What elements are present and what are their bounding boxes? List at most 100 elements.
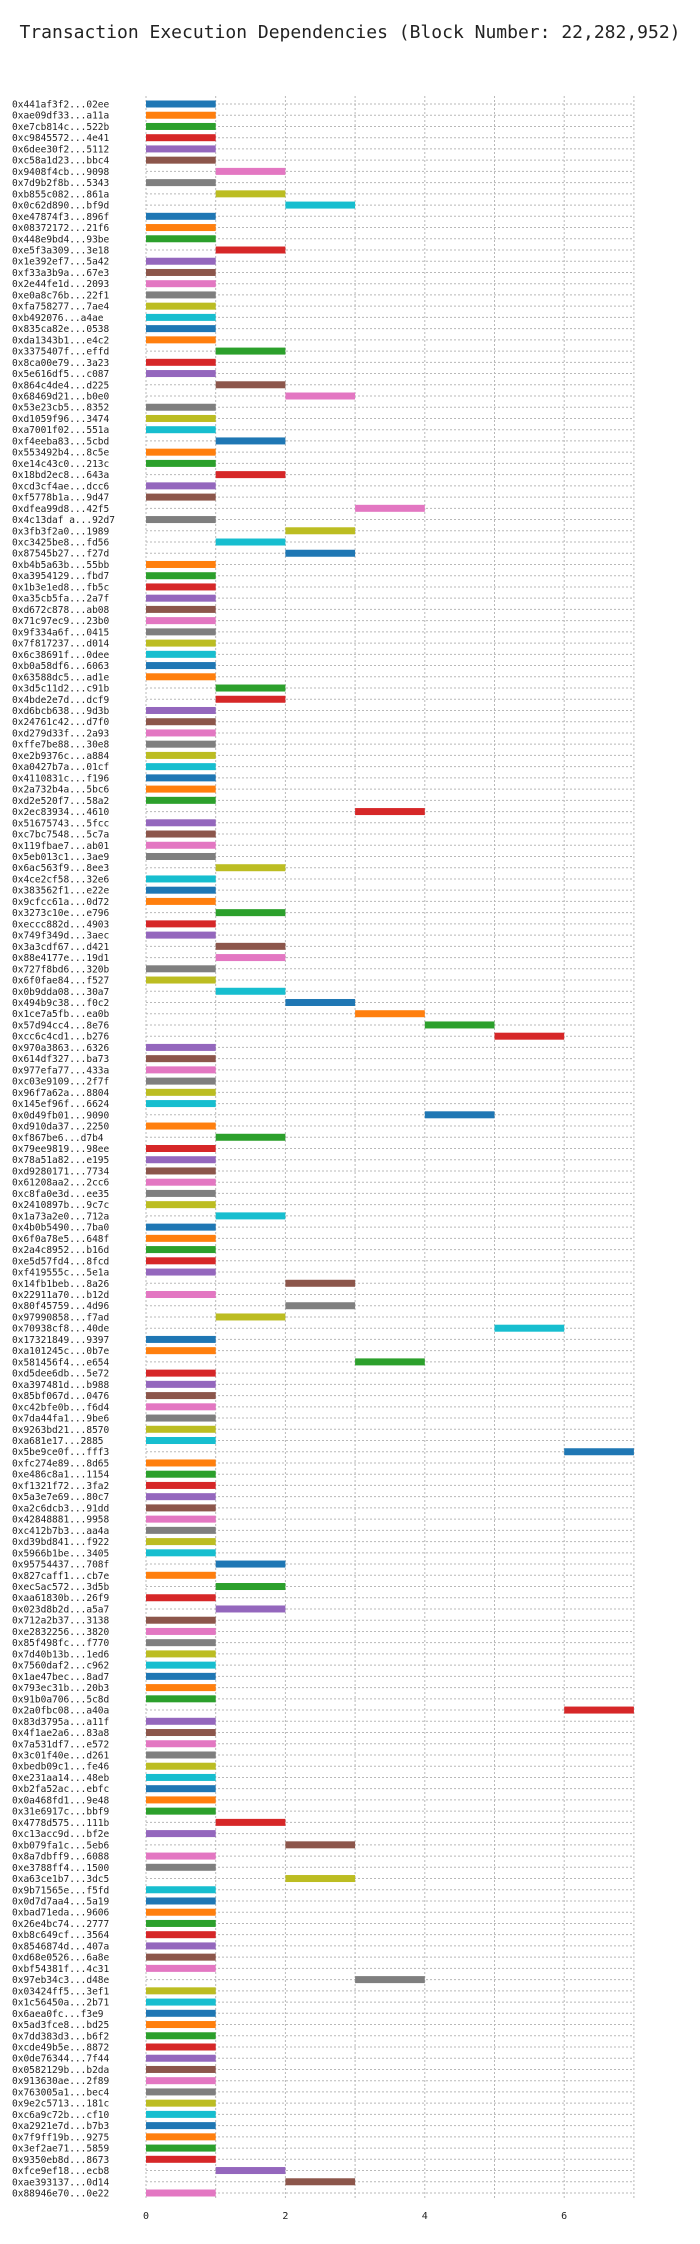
y-tick-label: 0x145ef96f...6624 <box>12 1099 110 1110</box>
transaction-bar <box>146 302 216 310</box>
y-tick-label: 0xa63ce1b7...3dc5 <box>12 1874 109 1885</box>
y-tick-label: 0xe5f3a309...3e18 <box>12 246 110 257</box>
transaction-bar <box>146 2021 216 2029</box>
y-tick-label: 0xc7bc7548...5c7a <box>12 830 109 841</box>
transaction-bar <box>146 291 216 299</box>
transaction-bar <box>146 1043 216 1051</box>
transaction-bar <box>146 1189 216 1197</box>
transaction-bar <box>215 1133 286 1141</box>
y-tick-label: 0x1b3e1ed8...fb5c <box>12 582 109 593</box>
y-tick-label: 0x4f1ae2a6...83a8 <box>12 1728 110 1739</box>
transaction-bar <box>146 516 216 524</box>
transaction-bar <box>146 1178 216 1186</box>
y-tick-label: 0x51675743...5fcc <box>12 818 109 829</box>
y-tick-label: 0x85f498fc...f770 <box>12 1638 110 1649</box>
y-tick-label: 0xb855c082...861a <box>12 189 109 200</box>
y-tick-label: 0x727f8bd6...320b <box>12 964 110 975</box>
transaction-bar <box>146 1908 216 1916</box>
y-tick-label: 0x7560daf2...c962 <box>12 1661 109 1672</box>
y-tick-label: 0x7d40b13b...1ed6 <box>12 1649 110 1660</box>
y-tick-label: 0xe2b9376c...a884 <box>12 751 110 762</box>
transaction-bar <box>215 190 286 198</box>
y-tick-label: 0x78a51a82...e195 <box>12 1155 109 1166</box>
transaction-bar <box>146 617 216 625</box>
transaction-bar <box>215 987 286 995</box>
transaction-bar <box>146 212 216 220</box>
y-tick-label: 0x9b71565e...f5fd <box>12 1885 109 1896</box>
transaction-bar <box>146 1459 216 1467</box>
y-tick-label: 0x5be9ce0f...fff3 <box>12 1447 109 1458</box>
y-tick-label: 0xc412b7b3...aa4a <box>12 1526 109 1537</box>
y-tick-label: 0xa2c6dcb3...91dd <box>12 1503 109 1514</box>
y-tick-label: 0xd68e0526...6a8e <box>12 1953 110 1964</box>
transaction-bar <box>285 1302 356 1310</box>
transaction-bar <box>146 1538 216 1546</box>
transaction-bar <box>146 1897 216 1905</box>
y-tick-label: 0x2ec83934...4610 <box>12 807 110 818</box>
transaction-bar <box>146 729 216 737</box>
y-tick-label: 0x4bde2e7d...dcf9 <box>12 695 110 706</box>
y-tick-label: 0x53e23cb5...8352 <box>12 403 109 414</box>
transaction-bar <box>146 976 216 984</box>
y-tick-label: 0x1ae47bec...8ad7 <box>12 1672 109 1683</box>
y-tick-label: 0xecSac572...3d5b <box>12 1582 110 1593</box>
transaction-bar <box>146 650 216 658</box>
y-tick-label: 0x9cfcc61a...0d72 <box>12 897 109 908</box>
transaction-bar <box>146 920 216 928</box>
transaction-bar <box>146 2133 216 2141</box>
transaction-bar <box>146 1055 216 1063</box>
transaction-bar <box>355 1358 425 1366</box>
transaction-bar <box>494 1032 565 1040</box>
y-tick-label: 0xae393137...0d14 <box>12 2177 110 2188</box>
y-tick-label: 0x119fbae7...ab01 <box>12 841 110 852</box>
transaction-bar <box>146 1987 216 1995</box>
y-tick-label: 0xf419555c...5e1a <box>12 1268 109 1279</box>
y-tick-label: 0xd1059f96...3474 <box>12 414 110 425</box>
y-tick-label: 0x5a3e7e69...80c7 <box>12 1492 109 1503</box>
transaction-bar <box>146 482 216 490</box>
transaction-bar <box>215 684 286 692</box>
transaction-bar <box>146 1953 216 1961</box>
y-tick-label: 0x0d7d7aa4...5a19 <box>12 1896 110 1907</box>
y-tick-label: 0xf867be6...d7b4 <box>12 1133 104 1144</box>
y-tick-label: 0xd2e520f7...58a2 <box>12 796 109 807</box>
transaction-bar <box>146 1942 216 1950</box>
transaction-bar <box>146 1796 216 1804</box>
x-tick-label: 0 <box>143 2211 149 2222</box>
y-tick-label: 0xe0a8c76b...22f1 <box>12 290 110 301</box>
transaction-bar <box>146 179 216 187</box>
y-tick-label: 0xfce9ef18...ecb8 <box>12 2166 110 2177</box>
y-tick-label: 0x88e4177e...19d1 <box>12 953 110 964</box>
y-tick-label: 0xfc274e89...8d65 <box>12 1458 109 1469</box>
y-tick-label: 0x2a0fbc08...a40a <box>12 1706 109 1717</box>
y-tick-label: 0x9e2c5713...181c <box>12 2099 109 2110</box>
transaction-bar <box>146 459 216 467</box>
transaction-bar <box>146 1437 216 1445</box>
transaction-bar <box>146 819 216 827</box>
y-tick-label: 0xf5778b1a...9d47 <box>12 493 109 504</box>
transaction-bar <box>146 1470 216 1478</box>
transaction-bar <box>494 1324 565 1332</box>
y-tick-label: 0x1a73a2e0...712a <box>12 1211 109 1222</box>
transaction-bar <box>215 1583 286 1591</box>
transaction-bar <box>146 1156 216 1164</box>
y-tick-label: 0x1c56450a...2b71 <box>12 1998 110 2009</box>
transaction-bar <box>564 1706 634 1714</box>
transaction-bar <box>146 145 216 153</box>
y-tick-label: 0x827caff1...cb7e <box>12 1571 110 1582</box>
transaction-bar <box>146 2009 216 2017</box>
transaction-bar <box>146 2122 216 2130</box>
transaction-bar <box>146 2032 216 2040</box>
y-tick-label: 0xc58a1d23...bbc4 <box>12 156 110 167</box>
transaction-bar <box>146 673 216 681</box>
y-tick-label: 0x0c62d890...bf9d <box>12 201 109 212</box>
y-tick-label: 0x3375407f...effd <box>12 347 109 358</box>
y-tick-label: 0xc6a9c72b...cf10 <box>12 2110 110 2121</box>
transaction-bar <box>146 572 216 580</box>
transaction-bar <box>564 1448 634 1456</box>
transaction-bar <box>285 1841 356 1849</box>
y-tick-label: 0xc42bfe0b...f6d4 <box>12 1402 110 1413</box>
y-tick-label: 0x9408f4cb...9098 <box>12 167 110 178</box>
transaction-bar <box>146 583 216 591</box>
